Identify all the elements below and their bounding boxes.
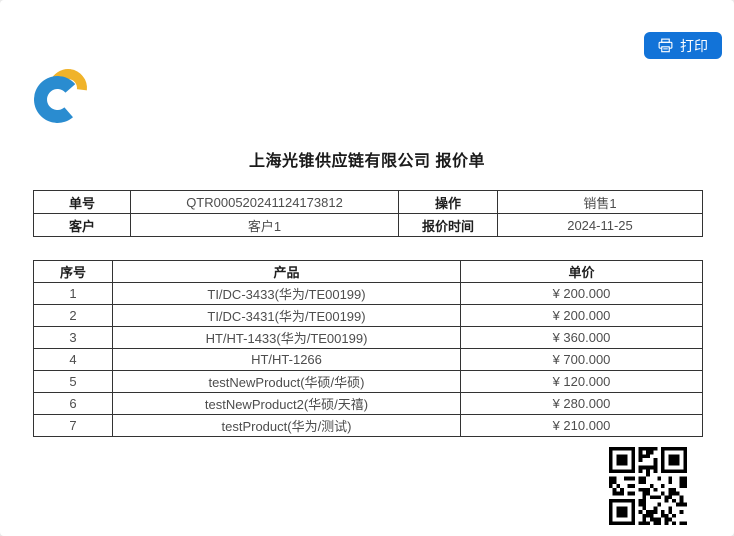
- printer-icon: [658, 38, 673, 53]
- product-index-cell: 1: [33, 282, 113, 305]
- product-index-cell: 6: [33, 392, 113, 415]
- product-row: 1 TI/DC-3433(华为/TE00199) ¥ 200.000: [33, 282, 703, 305]
- quote-date-label: 报价时间: [398, 213, 498, 237]
- product-index-cell: 5: [33, 370, 113, 393]
- product-row: 4 HT/HT-1266 ¥ 700.000: [33, 348, 703, 371]
- product-price-cell: ¥ 120.000: [460, 370, 703, 393]
- operator-value: 销售1: [497, 190, 703, 214]
- product-row: 7 testProduct(华为/测试) ¥ 210.000: [33, 414, 703, 437]
- product-row: 5 testNewProduct(华硕/华硕) ¥ 120.000: [33, 370, 703, 393]
- order-no-label: 单号: [33, 190, 131, 214]
- product-table-header-row: 序号 产品 单价: [33, 260, 703, 283]
- product-index-cell: 2: [33, 304, 113, 327]
- col-header-index: 序号: [33, 260, 113, 283]
- product-name-cell: HT/HT-1433(华为/TE00199): [112, 326, 461, 349]
- product-name-cell: HT/HT-1266: [112, 348, 461, 371]
- col-header-product: 产品: [112, 260, 461, 283]
- product-price-cell: ¥ 700.000: [460, 348, 703, 371]
- product-price-cell: ¥ 200.000: [460, 282, 703, 305]
- product-name-cell: TI/DC-3431(华为/TE00199): [112, 304, 461, 327]
- product-index-cell: 7: [33, 414, 113, 437]
- product-row: 2 TI/DC-3431(华为/TE00199) ¥ 200.000: [33, 304, 703, 327]
- order-info-table: 单号 QTR000520241124173812 操作 销售1 客户 客户1 报…: [33, 190, 703, 237]
- company-logo: [32, 61, 95, 125]
- print-button[interactable]: 打印: [644, 32, 722, 59]
- qr-code: [609, 447, 687, 525]
- product-table: 序号 产品 单价 1 TI/DC-3433(华为/TE00199) ¥ 200.00…: [33, 260, 703, 437]
- product-name-cell: testNewProduct2(华硕/天禧): [112, 392, 461, 415]
- product-price-cell: ¥ 360.000: [460, 326, 703, 349]
- order-no-value: QTR000520241124173812: [130, 190, 399, 214]
- product-name-cell: testProduct(华为/测试): [112, 414, 461, 437]
- print-button-label: 打印: [680, 37, 708, 54]
- product-price-cell: ¥ 280.000: [460, 392, 703, 415]
- info-row-2: 客户 客户1 报价时间 2024-11-25: [33, 213, 703, 237]
- product-row: 3 HT/HT-1433(华为/TE00199) ¥ 360.000: [33, 326, 703, 349]
- product-index-cell: 3: [33, 326, 113, 349]
- product-index-cell: 4: [33, 348, 113, 371]
- page-title: 上海光锥供应链有限公司 报价单: [249, 153, 485, 170]
- info-row-1: 单号 QTR000520241124173812 操作 销售1: [33, 190, 703, 214]
- product-price-cell: ¥ 210.000: [460, 414, 703, 437]
- operator-label: 操作: [398, 190, 498, 214]
- product-name-cell: testNewProduct(华硕/华硕): [112, 370, 461, 393]
- product-row: 6 testNewProduct2(华硕/天禧) ¥ 280.000: [33, 392, 703, 415]
- product-price-cell: ¥ 200.000: [460, 304, 703, 327]
- customer-value: 客户1: [130, 213, 399, 237]
- customer-label: 客户: [33, 213, 131, 237]
- col-header-price: 单价: [460, 260, 703, 283]
- product-name-cell: TI/DC-3433(华为/TE00199): [112, 282, 461, 305]
- quote-date-value: 2024-11-25: [497, 213, 703, 237]
